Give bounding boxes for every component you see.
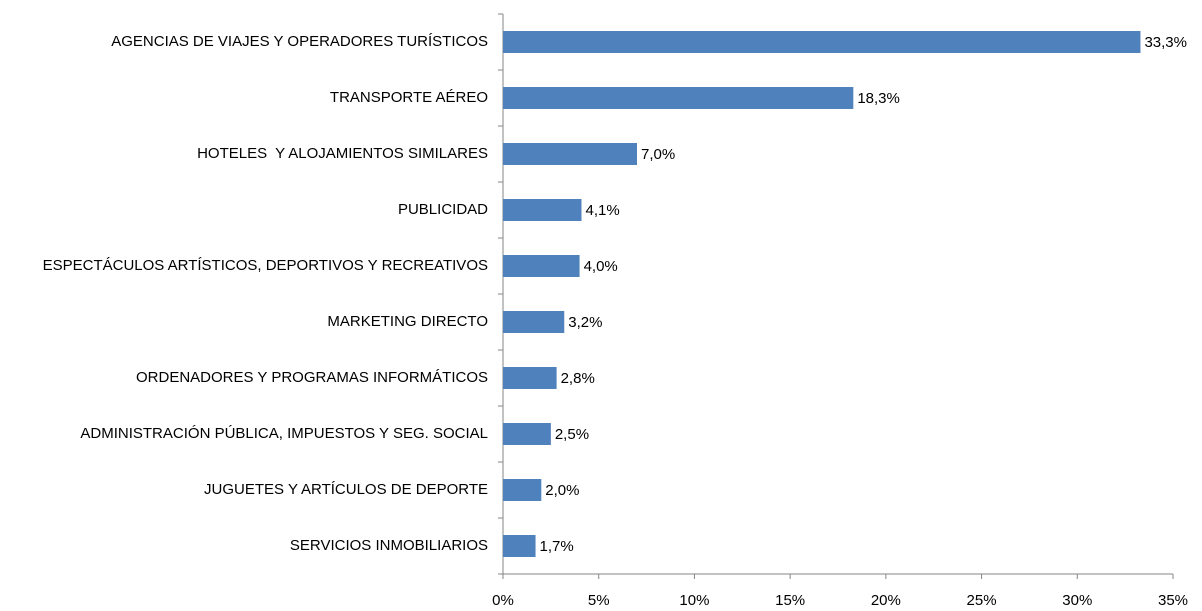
- value-label: 7,0%: [641, 146, 675, 163]
- bar: [503, 367, 557, 389]
- x-tick-label: 5%: [588, 592, 610, 609]
- x-tick-label: 10%: [679, 592, 709, 609]
- bar: [503, 143, 637, 165]
- category-label: HOTELES Y ALOJAMIENTOS SIMILARES: [197, 145, 488, 162]
- category-label: ESPECTÁCULOS ARTÍSTICOS, DEPORTIVOS Y RE…: [43, 257, 488, 274]
- category-label: AGENCIAS DE VIAJES Y OPERADORES TURÍSTIC…: [111, 33, 488, 50]
- bar: [503, 423, 551, 445]
- x-tick-label: 20%: [871, 592, 901, 609]
- category-label: PUBLICIDAD: [398, 201, 488, 218]
- category-label: ADMINISTRACIÓN PÚBLICA, IMPUESTOS Y SEG.…: [80, 425, 488, 442]
- value-label: 4,0%: [584, 258, 618, 275]
- value-label: 2,0%: [545, 482, 579, 499]
- category-label: SERVICIOS INMOBILIARIOS: [290, 537, 488, 554]
- bar: [503, 31, 1141, 53]
- category-label: ORDENADORES Y PROGRAMAS INFORMÁTICOS: [136, 369, 488, 386]
- value-label: 4,1%: [585, 202, 619, 219]
- bar: [503, 255, 580, 277]
- bar: [503, 479, 542, 501]
- category-label: JUGUETES Y ARTÍCULOS DE DEPORTE: [204, 481, 488, 498]
- x-tick-label: 35%: [1158, 592, 1188, 609]
- value-label: 2,8%: [561, 370, 595, 387]
- value-label: 33,3%: [1144, 34, 1187, 51]
- x-tick-label: 15%: [775, 592, 805, 609]
- value-label: 3,2%: [568, 314, 602, 331]
- bar: [503, 87, 854, 109]
- value-label: 18,3%: [857, 90, 900, 107]
- x-tick-label: 30%: [1062, 592, 1092, 609]
- category-label: MARKETING DIRECTO: [327, 313, 488, 330]
- bar: [503, 199, 582, 221]
- bar: [503, 535, 536, 557]
- category-label: TRANSPORTE AÉREO: [330, 89, 488, 106]
- x-tick-label: 0%: [492, 592, 514, 609]
- value-label: 1,7%: [540, 538, 574, 555]
- value-label: 2,5%: [555, 426, 589, 443]
- bar: [503, 311, 565, 333]
- x-tick-label: 25%: [967, 592, 997, 609]
